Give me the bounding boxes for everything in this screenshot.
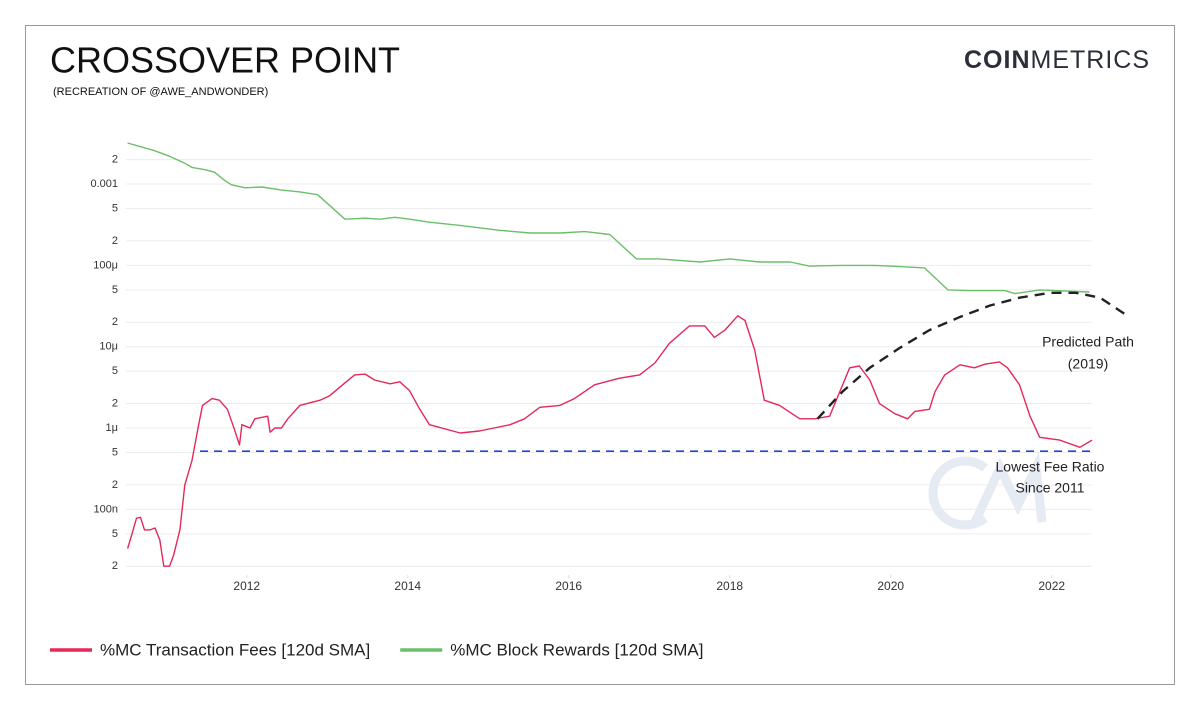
- x-tick-label: 2016: [555, 579, 582, 593]
- x-tick-label: 2022: [1038, 579, 1065, 593]
- y-tick-label: 10μ: [99, 341, 118, 353]
- y-tick-label: 5: [112, 446, 118, 458]
- x-tick-label: 2014: [394, 579, 421, 593]
- y-tick-label: 2: [112, 479, 118, 491]
- y-tick-label: 5: [112, 365, 118, 377]
- watermark: [928, 452, 1047, 530]
- frame: [25, 25, 1175, 685]
- y-tick-label: 2: [112, 397, 118, 409]
- x-tick-label: 2012: [233, 579, 260, 593]
- y-tick-label: 1μ: [106, 422, 118, 434]
- legend-label: %MC Transaction Fees [120d SMA]: [100, 640, 370, 659]
- y-tick-label: 0.001: [90, 178, 118, 190]
- y-tick-label: 2: [112, 153, 118, 165]
- y-tick-label: 2: [112, 235, 118, 247]
- y-tick-label: 5: [112, 284, 118, 296]
- chart-subtitle: (RECREATION OF @AWE_ANDWONDER): [53, 86, 268, 98]
- watermark-c: [928, 456, 988, 530]
- y-tick-label: 2: [112, 560, 118, 572]
- y-tick-label: 100n: [94, 503, 118, 515]
- logo-bold: COIN: [964, 46, 1031, 74]
- predicted-path: [816, 291, 1131, 420]
- watermark-m: [970, 452, 1047, 524]
- x-tick-label: 2020: [877, 579, 904, 593]
- y-tick-label: 5: [112, 202, 118, 214]
- logo-light: METRICS: [1031, 46, 1151, 74]
- reference-label: Lowest Fee Ratio: [996, 459, 1105, 475]
- reference-label: Since 2011: [1015, 480, 1084, 496]
- predicted-label: (2019): [1068, 356, 1108, 372]
- series-line: [127, 142, 1090, 295]
- y-tick-label: 100μ: [93, 259, 118, 271]
- y-tick-label: 5: [112, 528, 118, 540]
- y-tick-label: 2: [112, 316, 118, 328]
- x-tick-label: 2018: [716, 579, 743, 593]
- series-line: [126, 315, 1093, 567]
- logo: COINMETRICS: [964, 46, 1150, 74]
- legend-label: %MC Block Rewards [120d SMA]: [450, 640, 703, 659]
- predicted-label: Predicted Path: [1042, 334, 1134, 350]
- chart-title: CROSSOVER POINT: [50, 40, 400, 81]
